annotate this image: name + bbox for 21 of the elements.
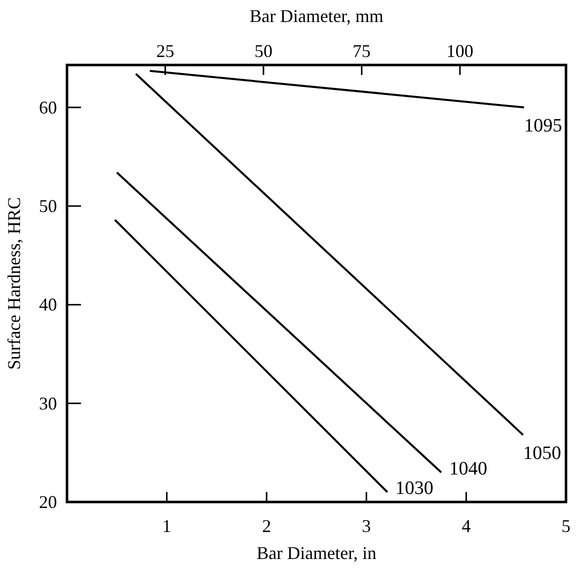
x-tick-label: 4	[462, 516, 471, 536]
y-tick-label: 50	[39, 196, 57, 216]
y-tick-label: 20	[39, 492, 57, 512]
x2-tick-label: 50	[254, 41, 272, 61]
annotation: 1040	[449, 458, 488, 480]
x2-tick-label: 25	[156, 41, 174, 61]
y-tick-label: 30	[39, 393, 57, 414]
x2-axis-title: Bar Diameter, mm	[250, 6, 384, 26]
annotation: 1030	[395, 478, 434, 500]
x2-tick-label: 75	[352, 41, 371, 61]
x-tick-label: 3	[362, 516, 371, 536]
y-tick-label: 60	[39, 97, 57, 118]
x-tick-label: 5	[562, 516, 570, 536]
x2-tick-label: 100	[446, 41, 474, 61]
x-tick-label: 2	[262, 516, 272, 536]
y-axis-title: Surface Hardness, HRC	[4, 197, 24, 370]
annotation: 1050	[523, 442, 562, 464]
annotation: 1095	[524, 115, 562, 136]
x-tick-label: 1	[162, 516, 172, 536]
x-axis-title: Bar Diameter, in	[256, 543, 376, 563]
y-tick-label: 40	[39, 294, 57, 315]
